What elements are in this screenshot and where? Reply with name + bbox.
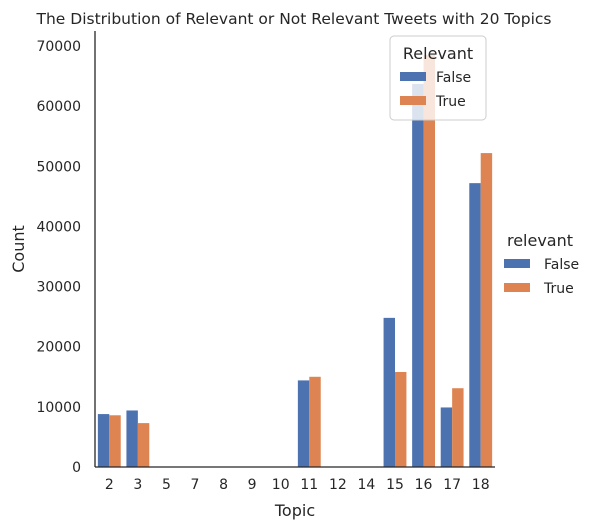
y-tick-label: 40000 (36, 219, 81, 235)
x-tick-label: 3 (133, 477, 142, 493)
y-tick-label: 50000 (36, 159, 81, 175)
bar-true-topic-17 (452, 388, 464, 467)
y-ticks: 0 10000 20000 30000 40000 50000 60000 70000 (36, 39, 81, 476)
bar-false-topic-3 (126, 410, 138, 467)
y-axis-label: Count (9, 225, 28, 273)
legend-inner-label-true: True (435, 94, 466, 110)
x-tick-label: 15 (386, 477, 404, 493)
bar-true-topic-15 (395, 371, 407, 467)
x-tick-label: 9 (248, 477, 257, 493)
bar-true-topic-2 (109, 415, 121, 467)
bar-true-topic-11 (309, 376, 321, 467)
y-tick-label: 10000 (36, 400, 81, 416)
legend-inner-swatch-false (400, 72, 426, 81)
x-tick-label: 16 (415, 477, 433, 493)
legend-inner-swatch-true (400, 96, 426, 105)
legend-outer: relevant False True (504, 231, 579, 297)
chart-title: The Distribution of Relevant or Not Rele… (36, 10, 552, 28)
bar-false-topic-18 (469, 183, 481, 467)
legend-outer-swatch-false (504, 259, 530, 268)
legend-outer-swatch-true (504, 283, 530, 292)
y-tick-label: 70000 (36, 39, 81, 55)
x-ticks: 2 3 5 7 8 9 10 11 12 14 15 16 17 18 (105, 477, 490, 493)
x-tick-label: 18 (472, 477, 490, 493)
y-tick-label: 0 (72, 460, 81, 476)
y-tick-label: 20000 (36, 340, 81, 356)
x-axis-label: Topic (274, 501, 315, 520)
x-tick-label: 11 (300, 477, 318, 493)
x-tick-label: 14 (358, 477, 376, 493)
legend-outer-label-true: True (543, 281, 574, 297)
legend-outer-label-false: False (544, 257, 579, 273)
bar-false-topic-16 (412, 83, 424, 468)
x-tick-label: 10 (272, 477, 290, 493)
y-tick-label: 30000 (36, 280, 81, 296)
bar-true-topic-3 (137, 423, 150, 467)
bar-false-topic-17 (440, 407, 453, 467)
x-tick-label: 17 (443, 477, 461, 493)
bar-true-topic-18 (480, 153, 493, 467)
x-tick-label: 2 (105, 477, 114, 493)
bar-false-topic-15 (383, 317, 395, 467)
legend-outer-title: relevant (507, 231, 573, 250)
bar-true-topic-16 (423, 55, 435, 468)
x-tick-label: 5 (162, 477, 171, 493)
x-tick-label: 12 (329, 477, 347, 493)
bar-false-topic-11 (297, 380, 310, 467)
bar-false-topic-2 (97, 414, 110, 467)
y-tick-label: 60000 (36, 99, 81, 115)
x-tick-label: 7 (191, 477, 200, 493)
x-tick-label: 8 (219, 477, 228, 493)
legend-inner-label-false: False (436, 70, 471, 86)
legend-inner: Relevant False True (389, 35, 487, 121)
legend-inner-title: Relevant (403, 44, 473, 63)
bars-group (97, 55, 493, 468)
